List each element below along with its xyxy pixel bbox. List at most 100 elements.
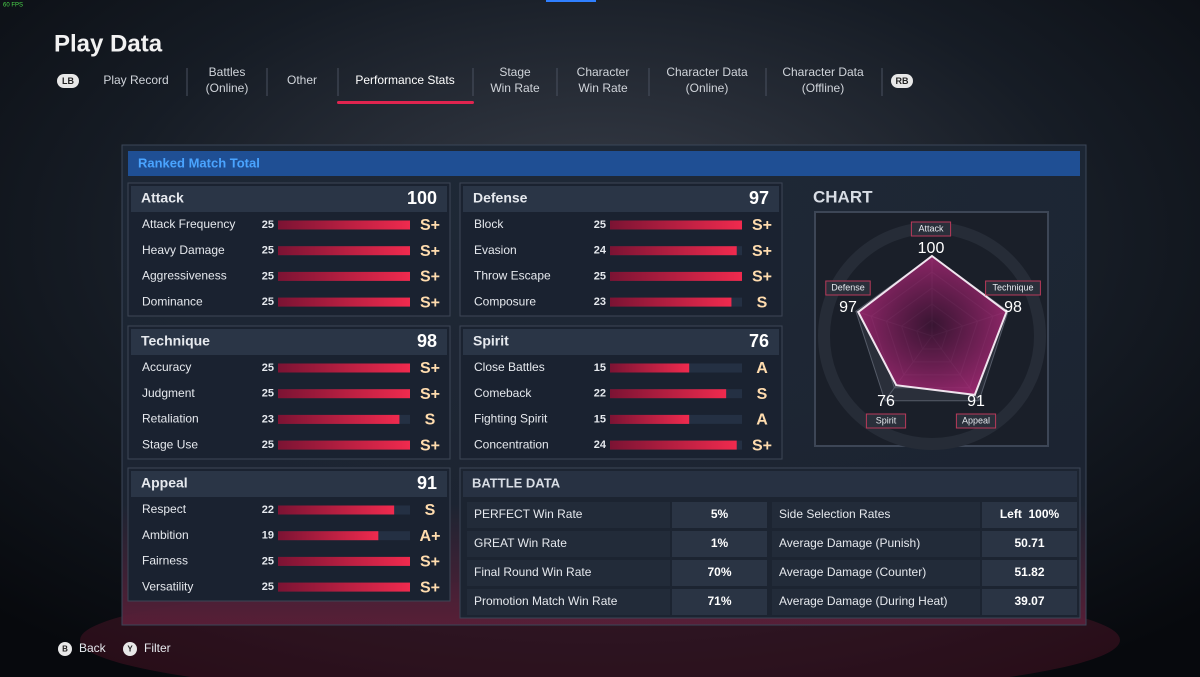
- stat-group-name: Spirit: [473, 333, 509, 349]
- tab-bar: LB RB Play Record Battles (Online) Other Perfo…: [57, 65, 913, 104]
- battle-value: 70%: [707, 565, 731, 579]
- radar-axis-value: 100: [918, 240, 945, 257]
- footer-button-icon: [123, 642, 137, 656]
- radar-axis-value: 91: [967, 393, 985, 410]
- chart-title: CHART: [813, 187, 873, 206]
- stat-grade: A: [756, 360, 768, 377]
- stat-bar: [610, 414, 690, 424]
- footer-label: Back: [79, 641, 107, 655]
- battle-label: Average Damage (Punish): [779, 536, 920, 550]
- stat-label: Ambition: [142, 528, 189, 542]
- tab[interactable]: Other: [287, 73, 317, 87]
- tab-label: (Online): [686, 81, 729, 95]
- active-tab-underline: [337, 101, 474, 104]
- stat-value: 25: [262, 245, 274, 257]
- stat-label: Throw Escape: [474, 269, 551, 283]
- stat-grade: S+: [420, 269, 440, 286]
- stat-grade: S+: [752, 243, 772, 260]
- stat-bar: [610, 297, 732, 307]
- tab-label: (Online): [206, 81, 249, 95]
- battle-label-cell: [772, 589, 980, 615]
- battle-value: Left 100%: [1000, 507, 1060, 521]
- stat-value: 25: [262, 555, 274, 567]
- radar-label-box: [910, 221, 952, 237]
- tab[interactable]: Stage Win Rate: [490, 65, 540, 95]
- radar-label-box: [955, 413, 997, 429]
- tab[interactable]: Character Win Rate: [577, 65, 630, 95]
- stat-value: 25: [262, 362, 274, 374]
- tab[interactable]: Battles (Online): [206, 65, 249, 95]
- stat-grade: S+: [420, 554, 440, 571]
- stat-bar: [278, 220, 410, 230]
- radar-label-box: [985, 280, 1041, 296]
- tab[interactable]: Play Record: [103, 73, 168, 87]
- stat-bar: [610, 271, 742, 281]
- tab-label: Performance Stats: [355, 73, 454, 87]
- stat-grade: S: [425, 502, 436, 519]
- stat-label: Aggressiveness: [142, 269, 227, 283]
- stat-bar: [610, 389, 727, 399]
- tab-label: Win Rate: [578, 81, 628, 95]
- stat-group-total: 97: [749, 188, 769, 208]
- stat-grade: A+: [420, 528, 441, 545]
- battle-label: Average Damage (Counter): [779, 565, 926, 579]
- stat-value: 24: [594, 439, 607, 451]
- stat-group: Defense 97 Block 25 S+ Evasion 24 S+ Throw Escap…: [459, 182, 783, 317]
- top-indicator: [546, 0, 596, 2]
- stat-grade: S+: [420, 243, 440, 260]
- battle-label: PERFECT Win Rate: [474, 507, 583, 521]
- battle-value: 50.71: [1014, 536, 1044, 550]
- stat-value: 24: [594, 245, 607, 257]
- battle-label-cell: [772, 560, 980, 586]
- stat-group: Technique 98 Accuracy 25 S+ Judgment 25 S+ Retal…: [127, 325, 451, 460]
- stat-group-total: 98: [417, 331, 437, 351]
- stat-value: 25: [262, 296, 274, 308]
- battle-value: 71%: [707, 594, 731, 608]
- stat-value: 25: [262, 219, 274, 231]
- footer-action[interactable]: B Back: [58, 641, 107, 656]
- stat-value: 25: [594, 219, 606, 231]
- tab-label: Character Data: [782, 65, 864, 79]
- stat-label: Attack Frequency: [142, 217, 235, 231]
- stat-group: Spirit 76 Close Battles 15 A Comeback 22 S Fight…: [459, 325, 783, 460]
- radar-label-box: [825, 280, 871, 296]
- stat-label: Close Battles: [474, 360, 545, 374]
- stat-grade: S+: [420, 386, 440, 403]
- stat-bar: [278, 363, 410, 373]
- stat-bar: [278, 271, 410, 281]
- tab[interactable]: Character Data (Online): [666, 65, 748, 95]
- battle-label-cell: [772, 531, 980, 557]
- battle-label: Average Damage (During Heat): [779, 594, 948, 608]
- stat-grade: S: [757, 294, 768, 311]
- tab-label: Stage: [499, 65, 531, 79]
- stat-grade: S+: [752, 437, 772, 454]
- stat-bar: [610, 363, 690, 373]
- shoulder-button-icon: [57, 74, 79, 88]
- battle-value-cell: [672, 560, 767, 586]
- stat-label: Stage Use: [142, 437, 198, 451]
- footer-action[interactable]: Y Filter: [123, 641, 171, 656]
- stat-label: Fairness: [142, 554, 188, 568]
- battle-value-cell: [982, 589, 1077, 615]
- stat-grade: S+: [420, 360, 440, 377]
- tab-label: Other: [287, 73, 317, 87]
- stat-label: Retaliation: [142, 412, 199, 426]
- stat-group-name: Attack: [141, 190, 184, 206]
- panel-title: Ranked Match Total: [138, 155, 260, 170]
- stat-value: 25: [262, 439, 274, 451]
- stat-bar: [278, 297, 410, 307]
- stat-value: 23: [594, 296, 606, 308]
- stat-label: Concentration: [474, 437, 549, 451]
- battle-data-title: BATTLE DATA: [472, 475, 561, 490]
- stat-bar: [278, 556, 410, 566]
- battle-label-cell: [467, 502, 670, 528]
- battle-label-cell: [772, 502, 980, 528]
- stat-grade: S+: [420, 294, 440, 311]
- battle-value-cell: [982, 560, 1077, 586]
- tab[interactable]: Performance Stats: [337, 73, 474, 104]
- stat-grade: S+: [420, 217, 440, 234]
- fps: 60 FPS: [3, 3, 23, 9]
- stat-groups: Attack 100 Attack Frequency 25 S+ Heavy Damag…: [127, 182, 783, 602]
- tab[interactable]: Character Data (Offline): [782, 65, 864, 95]
- battle-label-cell: [467, 560, 670, 586]
